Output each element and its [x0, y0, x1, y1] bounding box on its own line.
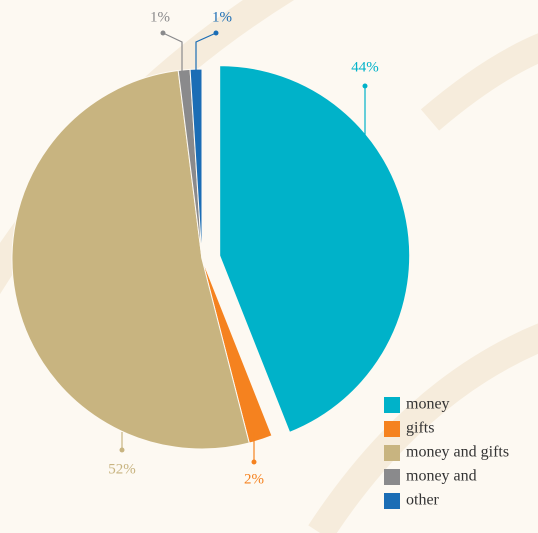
leader-line	[162, 32, 183, 72]
pie-slice	[219, 65, 411, 433]
legend-swatch	[384, 397, 400, 413]
value-label: 52%	[108, 461, 136, 477]
leader-dot	[160, 30, 166, 36]
value-label: 2%	[244, 471, 264, 487]
leader-dot	[213, 30, 219, 36]
legend-swatch	[384, 493, 400, 509]
legend-label: money and gifts	[406, 444, 509, 461]
pie-slice	[11, 69, 250, 450]
legend-swatch	[384, 469, 400, 485]
legend-swatch	[384, 421, 400, 437]
legend-label: money and	[406, 468, 477, 485]
legend: money gifts money and gifts money and other	[384, 396, 509, 509]
legend-label: gifts	[406, 420, 434, 437]
labels: 44% 2% 52% 1% 1%	[108, 9, 379, 487]
value-label: 1%	[150, 9, 170, 25]
value-label: 1%	[212, 9, 232, 25]
leader-dot	[119, 447, 125, 453]
legend-swatch	[384, 445, 400, 461]
value-label: 44%	[351, 59, 379, 75]
leader-line	[195, 32, 217, 72]
leader-dot	[251, 459, 257, 465]
legend-label: other	[406, 492, 440, 509]
leader-dot	[362, 83, 368, 89]
pie	[11, 65, 411, 450]
legend-label: money	[406, 396, 450, 413]
